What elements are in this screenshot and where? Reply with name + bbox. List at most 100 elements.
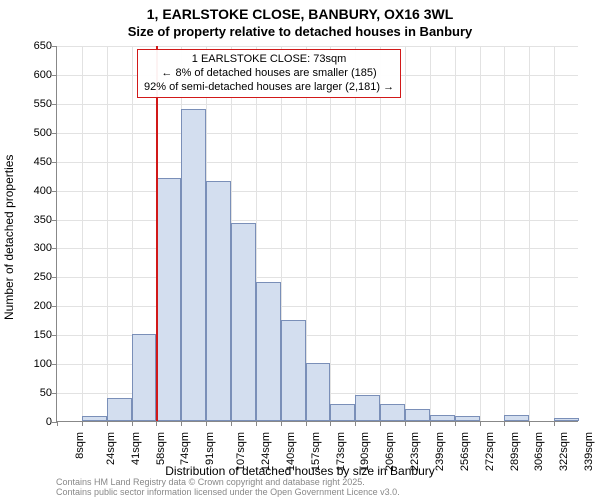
infobox-line: 92% of semi-detached houses are larger (… — [144, 81, 394, 95]
ytick-label: 600 — [12, 69, 52, 81]
xtick-mark — [231, 421, 232, 426]
xtick-mark — [554, 421, 555, 426]
xtick-mark — [82, 421, 83, 426]
property-infobox: 1 EARLSTOKE CLOSE: 73sqm← 8% of detached… — [137, 49, 401, 98]
histogram-bar — [405, 409, 430, 421]
xtick-mark — [132, 421, 133, 426]
ytick-label: 150 — [12, 329, 52, 341]
xtick-mark — [504, 421, 505, 426]
ytick-mark — [52, 393, 57, 394]
xtick-label: 140sqm — [285, 432, 297, 471]
xtick-label: 322sqm — [558, 432, 570, 471]
gridline-v — [480, 46, 481, 421]
gridline-h — [57, 248, 578, 249]
histogram-bar — [330, 404, 355, 421]
xtick-mark — [330, 421, 331, 426]
xtick-mark — [206, 421, 207, 426]
ytick-mark — [52, 306, 57, 307]
xtick-mark — [405, 421, 406, 426]
ytick-label: 500 — [12, 127, 52, 139]
histogram-bar — [256, 282, 281, 421]
xtick-label: 256sqm — [459, 432, 471, 471]
xtick-label: 41sqm — [130, 432, 142, 465]
chart-title-line2: Size of property relative to detached ho… — [0, 24, 600, 39]
xtick-label: 223sqm — [409, 432, 421, 471]
xtick-label: 239sqm — [434, 432, 446, 471]
ytick-mark — [52, 335, 57, 336]
xtick-mark — [181, 421, 182, 426]
xtick-mark — [480, 421, 481, 426]
gridline-h — [57, 306, 578, 307]
gridline-v — [355, 46, 356, 421]
histogram-bar — [504, 415, 529, 421]
xtick-label: 8sqm — [74, 432, 86, 459]
xtick-mark — [107, 421, 108, 426]
xtick-mark — [430, 421, 431, 426]
ytick-label: 350 — [12, 214, 52, 226]
chart-title-line1: 1, EARLSTOKE CLOSE, BANBURY, OX16 3WL — [0, 6, 600, 22]
gridline-h — [57, 133, 578, 134]
histogram-bar — [206, 181, 231, 421]
ytick-label: 100 — [12, 358, 52, 370]
ytick-mark — [52, 220, 57, 221]
ytick-mark — [52, 277, 57, 278]
chart-plot-area: 1 EARLSTOKE CLOSE: 73sqm← 8% of detached… — [56, 46, 578, 422]
histogram-bar — [156, 178, 181, 421]
gridline-v — [405, 46, 406, 421]
xtick-label: 124sqm — [260, 432, 272, 471]
ytick-label: 650 — [12, 40, 52, 52]
histogram-bar — [455, 416, 480, 421]
histogram-bar — [231, 223, 256, 421]
gridline-h — [57, 191, 578, 192]
ytick-label: 450 — [12, 156, 52, 168]
ytick-label: 250 — [12, 271, 52, 283]
ytick-label: 200 — [12, 300, 52, 312]
xtick-label: 157sqm — [310, 432, 322, 471]
gridline-h — [57, 220, 578, 221]
gridline-v — [554, 46, 555, 421]
xtick-label: 173sqm — [335, 432, 347, 471]
xtick-mark — [306, 421, 307, 426]
xtick-label: 91sqm — [204, 432, 216, 465]
xtick-mark — [529, 421, 530, 426]
xtick-mark — [256, 421, 257, 426]
xtick-label: 24sqm — [105, 432, 117, 465]
xtick-label: 74sqm — [179, 432, 191, 465]
gridline-v — [380, 46, 381, 421]
ytick-mark — [52, 162, 57, 163]
gridline-v — [330, 46, 331, 421]
histogram-bar — [82, 416, 107, 421]
ytick-label: 50 — [12, 387, 52, 399]
gridline-v — [107, 46, 108, 421]
xtick-label: 58sqm — [155, 432, 167, 465]
ytick-label: 550 — [12, 98, 52, 110]
ytick-label: 400 — [12, 185, 52, 197]
ytick-mark — [52, 364, 57, 365]
infobox-line: ← 8% of detached houses are smaller (185… — [144, 67, 394, 81]
gridline-h — [57, 104, 578, 105]
xtick-label: 306sqm — [534, 432, 546, 471]
xtick-label: 289sqm — [509, 432, 521, 471]
xtick-mark — [57, 421, 58, 426]
gridline-v — [82, 46, 83, 421]
ytick-mark — [52, 75, 57, 76]
xtick-label: 190sqm — [360, 432, 372, 471]
property-marker-line — [156, 46, 158, 421]
infobox-line: 1 EARLSTOKE CLOSE: 73sqm — [144, 53, 394, 67]
xtick-mark — [380, 421, 381, 426]
gridline-h — [57, 277, 578, 278]
histogram-bar — [430, 415, 455, 421]
ytick-mark — [52, 248, 57, 249]
chart-title-block: 1, EARLSTOKE CLOSE, BANBURY, OX16 3WL Si… — [0, 0, 600, 39]
histogram-bar — [306, 363, 331, 421]
gridline-v — [504, 46, 505, 421]
footer-line2: Contains public sector information licen… — [56, 488, 400, 498]
ytick-mark — [52, 133, 57, 134]
histogram-bar — [132, 334, 157, 421]
xtick-label: 206sqm — [384, 432, 396, 471]
y-axis-label: Number of detached properties — [2, 155, 16, 320]
xtick-label: 339sqm — [583, 432, 595, 471]
xtick-label: 107sqm — [235, 432, 247, 471]
xtick-mark — [281, 421, 282, 426]
gridline-v — [430, 46, 431, 421]
